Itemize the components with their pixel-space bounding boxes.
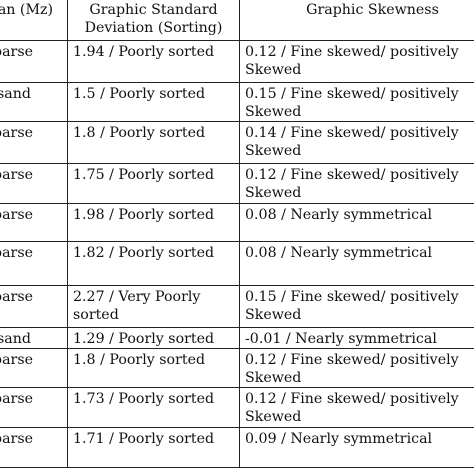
table-row: oarse 1.73 / Poorly sorted 0.12 / Fine ske… [0, 387, 474, 428]
header-mean-line: an (Mz) [0, 2, 53, 18]
cell-sorting: 1.29 / Poorly sorted [67, 327, 240, 349]
cell-skewness-line: 0.15 / Fine skewed/ positively [245, 289, 459, 305]
cell-skewness: 0.09 / Nearly symmetrical [239, 427, 474, 468]
cell-skewness-line: 0.12 / Fine skewed/ positively [245, 352, 459, 368]
cell-skewness-line: Skewed [245, 370, 302, 386]
cell-mean: oarse [0, 203, 68, 242]
cell-mean-text: oarse [0, 431, 33, 447]
cell-sorting-line: 1.8 / Poorly sorted [73, 125, 206, 141]
table-row: oarse 1.71 / Poorly sorted 0.09 / Nearly s… [0, 427, 474, 468]
cell-sorting-line: 1.82 / Poorly sorted [73, 245, 215, 261]
cell-mean: oarse [0, 121, 68, 164]
cell-mean-text: oarse [0, 125, 33, 141]
cell-sorting: 1.75 / Poorly sorted [67, 163, 240, 204]
cell-mean-text: oarse [0, 245, 33, 261]
cell-mean: oarse [0, 241, 68, 286]
cell-sorting: 1.94 / Poorly sorted [67, 40, 240, 83]
cell-sorting: 1.8 / Poorly sorted [67, 121, 240, 164]
header-sorting-line-2: Deviation (Sorting) [84, 20, 223, 36]
cell-mean-text: oarse [0, 207, 33, 223]
cell-skewness: 0.15 / Fine skewed/ positively Skewed [239, 82, 474, 122]
header-skewness: Graphic Skewness [239, 0, 474, 41]
table-row: sand 1.5 / Poorly sorted 0.15 / Fine skewe… [0, 82, 474, 122]
cell-sorting: 1.5 / Poorly sorted [67, 82, 240, 122]
cell-sorting: 1.82 / Poorly sorted [67, 241, 240, 286]
cell-sorting: 1.8 / Poorly sorted [67, 348, 240, 388]
cell-skewness: 0.08 / Nearly symmetrical [239, 241, 474, 286]
cell-skewness-line: Skewed [245, 409, 302, 425]
cell-skewness-line: 0.08 / Nearly symmetrical [245, 245, 433, 261]
cell-mean-text: oarse [0, 289, 33, 305]
cell-skewness-line: -0.01 / Nearly symmetrical [245, 331, 437, 347]
cell-sorting-line: 1.71 / Poorly sorted [73, 431, 215, 447]
cell-sorting: 2.27 / Very Poorly sorted [67, 285, 240, 328]
cell-sorting-line: 2.27 / Very Poorly [73, 289, 201, 305]
header-skewness-line: Graphic Skewness [306, 2, 439, 18]
cell-skewness-line: Skewed [245, 62, 302, 78]
cell-sorting: 1.71 / Poorly sorted [67, 427, 240, 468]
cell-sorting-line: 1.8 / Poorly sorted [73, 352, 206, 368]
cell-sorting-line: sorted [73, 307, 119, 323]
table-row: oarse 1.94 / Poorly sorted 0.12 / Fine ske… [0, 40, 474, 83]
cell-skewness: 0.08 / Nearly symmetrical [239, 203, 474, 242]
cell-skewness-line: 0.08 / Nearly symmetrical [245, 207, 433, 223]
cell-mean-text: oarse [0, 391, 33, 407]
table-row: oarse 2.27 / Very Poorly sorted 0.15 / Fine… [0, 285, 474, 328]
cell-skewness-line: 0.12 / Fine skewed/ positively [245, 44, 459, 60]
cell-skewness: -0.01 / Nearly symmetrical [239, 327, 474, 349]
cell-skewness-line: 0.12 / Fine skewed/ positively [245, 391, 459, 407]
table-row: oarse 1.75 / Poorly sorted 0.12 / Fine ske… [0, 163, 474, 204]
cell-sorting-line: 1.94 / Poorly sorted [73, 44, 215, 60]
table-row: oarse 1.98 / Poorly sorted 0.08 / Nearly s… [0, 203, 474, 242]
cell-skewness: 0.12 / Fine skewed/ positively Skewed [239, 163, 474, 204]
cell-mean: oarse [0, 348, 68, 388]
table-row: oarse 1.8 / Poorly sorted 0.14 / Fine skew… [0, 121, 474, 164]
cell-mean: oarse [0, 387, 68, 428]
header-mean: an (Mz) [0, 0, 68, 41]
cell-skewness: 0.12 / Fine skewed/ positively Skewed [239, 40, 474, 83]
cell-mean: oarse [0, 427, 68, 468]
cell-mean: oarse [0, 285, 68, 328]
cell-sorting-line: 1.75 / Poorly sorted [73, 167, 215, 183]
cell-skewness-line: 0.12 / Fine skewed/ positively [245, 167, 459, 183]
cell-sorting: 1.73 / Poorly sorted [67, 387, 240, 428]
cell-skewness: 0.12 / Fine skewed/ positively Skewed [239, 387, 474, 428]
cell-skewness-line: 0.14 / Fine skewed/ positively [245, 125, 459, 141]
header-row: an (Mz) Graphic Standard Deviation (Sort… [0, 0, 474, 41]
cell-sorting-line: 1.29 / Poorly sorted [73, 331, 215, 347]
cell-mean-text: sand [0, 331, 31, 347]
cell-mean-text: oarse [0, 167, 33, 183]
cell-skewness-line: Skewed [245, 307, 302, 323]
cell-mean-text: sand [0, 86, 31, 102]
cell-skewness-line: Skewed [245, 104, 302, 120]
cell-mean-text: oarse [0, 44, 33, 60]
cell-mean: sand [0, 82, 68, 122]
cell-skewness: 0.12 / Fine skewed/ positively Skewed [239, 348, 474, 388]
cell-sorting-line: 1.98 / Poorly sorted [73, 207, 215, 223]
table-row: oarse 1.8 / Poorly sorted 0.12 / Fine skew… [0, 348, 474, 388]
table-row: sand 1.29 / Poorly sorted -0.01 / Nearly s… [0, 327, 474, 349]
cell-mean: oarse [0, 40, 68, 83]
table-row: oarse 1.82 / Poorly sorted 0.08 / Nearly s… [0, 241, 474, 286]
cell-sorting-line: 1.73 / Poorly sorted [73, 391, 215, 407]
cell-sorting: 1.98 / Poorly sorted [67, 203, 240, 242]
cell-mean: oarse [0, 163, 68, 204]
cell-sorting-line: 1.5 / Poorly sorted [73, 86, 206, 102]
cell-skewness-line: 0.09 / Nearly symmetrical [245, 431, 433, 447]
header-sorting-line-1: Graphic Standard [89, 2, 218, 18]
cell-skewness-line: 0.15 / Fine skewed/ positively [245, 86, 459, 102]
cell-skewness-line: Skewed [245, 143, 302, 159]
cell-skewness: 0.15 / Fine skewed/ positively Skewed [239, 285, 474, 328]
header-sorting: Graphic Standard Deviation (Sorting) [67, 0, 240, 41]
cell-mean-text: oarse [0, 352, 33, 368]
cell-skewness-line: Skewed [245, 185, 302, 201]
cell-mean: sand [0, 327, 68, 349]
cell-skewness: 0.14 / Fine skewed/ positively Skewed [239, 121, 474, 164]
